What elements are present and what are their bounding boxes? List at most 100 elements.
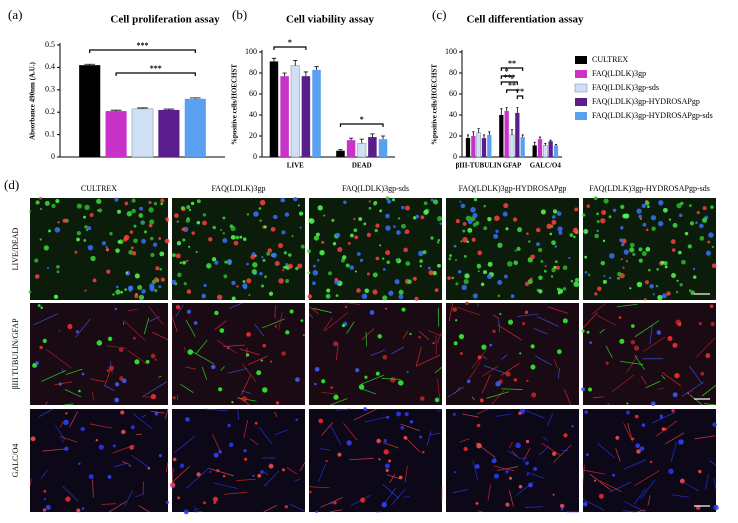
cell — [672, 222, 678, 228]
significance-label: * — [360, 115, 364, 124]
cell — [252, 474, 255, 477]
cell — [300, 244, 305, 249]
cell — [331, 218, 335, 222]
cell-process — [201, 366, 208, 381]
cell — [84, 289, 87, 292]
cell — [540, 259, 544, 263]
cell — [660, 414, 663, 418]
y-tick-label: 0.5 — [45, 40, 55, 49]
cell — [705, 250, 712, 256]
cell-process — [547, 306, 569, 314]
cell — [458, 333, 465, 340]
cell — [535, 227, 541, 233]
cell — [295, 418, 298, 421]
significance-bracket — [89, 49, 196, 53]
cell-process — [486, 391, 510, 399]
legend-label: FAQ(LDLK)3gp-sds — [592, 83, 659, 92]
cell — [97, 209, 100, 212]
cell — [76, 231, 82, 236]
cell — [179, 463, 185, 468]
cell — [494, 215, 500, 222]
cell — [128, 464, 131, 467]
y-tick-label: 80 — [449, 68, 457, 77]
cell — [341, 255, 347, 260]
cell — [164, 238, 170, 244]
cell-process — [353, 408, 377, 421]
cell — [560, 507, 564, 511]
error-bar — [477, 128, 480, 133]
cell — [349, 265, 355, 270]
cell-process — [29, 479, 32, 486]
cell-process — [402, 330, 409, 340]
cell — [636, 449, 641, 454]
cell — [584, 255, 588, 259]
micrograph — [446, 301, 579, 406]
cell-process — [689, 365, 703, 384]
cell — [78, 389, 81, 393]
cell — [573, 235, 576, 239]
cell — [43, 497, 47, 501]
cell — [263, 225, 267, 229]
cell — [434, 397, 440, 403]
cell — [398, 289, 404, 295]
micrograph — [582, 196, 717, 301]
cell — [676, 202, 682, 209]
cell-process — [592, 396, 605, 399]
cell-process — [522, 447, 531, 462]
error-bar — [110, 109, 122, 112]
cell-process — [123, 320, 146, 341]
cell — [345, 263, 350, 268]
cell — [462, 222, 467, 226]
cell — [569, 233, 574, 238]
cell — [521, 322, 526, 326]
cell-process — [436, 408, 443, 413]
cell — [497, 279, 503, 285]
column-title: FAQ(LDLK)3gp — [211, 184, 265, 193]
cell — [355, 368, 360, 373]
cell — [502, 211, 508, 217]
cell-process — [713, 478, 717, 490]
cell-process — [106, 345, 127, 349]
cell — [437, 238, 440, 242]
cell — [647, 205, 650, 208]
cell — [208, 237, 213, 242]
cell — [466, 240, 469, 244]
significance-bracket — [339, 123, 384, 127]
cell — [280, 197, 286, 203]
cell — [513, 378, 517, 382]
cell — [382, 295, 388, 301]
cell-process — [487, 484, 491, 501]
cell — [568, 257, 571, 260]
cell — [35, 200, 40, 205]
cell-process — [418, 330, 430, 340]
cell-process — [127, 308, 138, 312]
cell — [476, 423, 481, 428]
cell — [165, 217, 169, 221]
cell — [639, 446, 645, 451]
cell — [616, 276, 621, 280]
cell — [698, 469, 702, 474]
cell-process — [319, 448, 331, 451]
cell — [34, 274, 40, 279]
panel-label: (a) — [8, 7, 22, 22]
cell — [236, 285, 239, 288]
cell-process — [58, 329, 61, 333]
cell — [690, 290, 695, 296]
cell — [510, 294, 515, 299]
cell-process — [365, 331, 367, 347]
cell — [551, 240, 556, 246]
cell — [138, 213, 144, 218]
cell — [652, 293, 655, 296]
y-tick-label: 20 — [449, 131, 457, 140]
cell — [246, 262, 249, 266]
cell — [67, 323, 73, 330]
cell-process — [242, 364, 257, 383]
cell-process — [64, 389, 82, 398]
cell — [554, 260, 558, 264]
cell — [321, 379, 326, 384]
cell — [202, 213, 207, 217]
cell — [608, 276, 612, 280]
cell — [644, 200, 650, 206]
cell-process — [103, 384, 115, 392]
cell — [187, 349, 193, 355]
